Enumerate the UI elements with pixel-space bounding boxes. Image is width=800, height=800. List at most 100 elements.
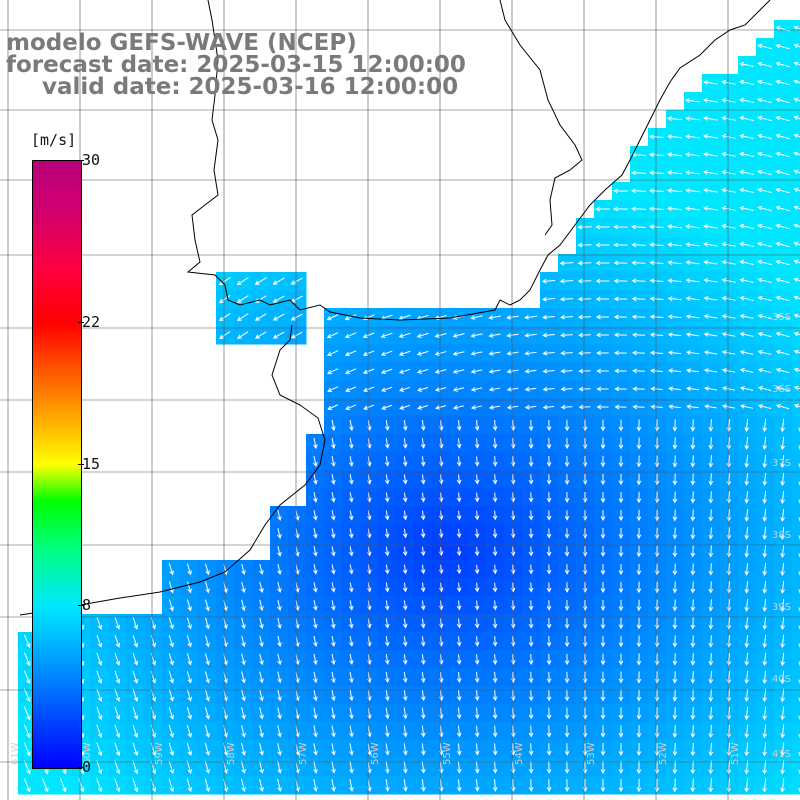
wind-arrow — [362, 332, 375, 339]
wind-arrow — [492, 528, 498, 539]
wind-arrow — [726, 563, 732, 576]
wind-arrow — [726, 688, 732, 703]
wind-arrow — [456, 671, 462, 684]
wind-arrow — [636, 527, 642, 540]
wind-arrow — [564, 582, 570, 593]
wind-arrow — [618, 725, 624, 738]
wind-arrow — [703, 98, 718, 103]
wind-arrow — [667, 242, 682, 247]
wind-arrow — [780, 472, 786, 487]
wind-arrow — [385, 743, 390, 756]
wind-arrow — [420, 456, 426, 467]
wind-arrow — [506, 368, 519, 374]
wind-arrow — [331, 761, 336, 774]
wind-arrow — [632, 404, 645, 410]
wind-arrow — [456, 419, 462, 431]
wind-arrow — [205, 563, 210, 576]
wind-arrow — [775, 133, 790, 140]
map-title: modelo GEFS-WAVE (NCEP) — [6, 30, 357, 56]
wind-arrow — [546, 653, 552, 666]
wind-arrow — [721, 386, 736, 391]
wind-arrow — [744, 617, 750, 630]
wind-arrow — [578, 404, 591, 410]
wind-arrow — [690, 509, 696, 522]
wind-arrow — [474, 600, 480, 611]
wind-arrow — [524, 314, 537, 320]
wind-arrow — [402, 671, 408, 684]
wind-arrow — [313, 600, 318, 611]
wind-arrow — [739, 169, 754, 175]
wind-arrow — [542, 350, 555, 356]
wind-arrow — [672, 455, 678, 468]
wind-arrow — [312, 510, 318, 521]
wind-arrow — [564, 778, 570, 793]
wind-arrow — [775, 277, 790, 284]
wind-arrow — [739, 151, 754, 157]
wind-arrow — [757, 43, 772, 50]
wind-arrow — [204, 725, 211, 738]
wind-arrow — [744, 635, 750, 648]
wind-arrow — [726, 635, 732, 648]
wind-arrow — [708, 437, 714, 450]
wind-arrow — [636, 563, 642, 576]
wind-arrow — [186, 563, 192, 576]
wind-arrow — [380, 332, 393, 339]
wind-arrow — [618, 527, 624, 540]
wind-arrow — [726, 724, 732, 739]
wind-arrow — [762, 760, 767, 775]
wind-arrow — [492, 456, 498, 467]
wind-arrow — [793, 187, 800, 193]
wind-arrow — [654, 509, 660, 522]
wind-arrow — [739, 205, 754, 211]
wind-arrow — [236, 331, 249, 339]
wind-speed-cell — [792, 380, 800, 399]
wind-arrow — [722, 404, 736, 409]
wind-arrow — [757, 223, 772, 230]
wind-arrow — [726, 527, 732, 540]
wind-arrow — [453, 405, 465, 410]
wind-arrow — [577, 260, 592, 266]
wind-arrow — [546, 779, 552, 792]
wind-arrow — [331, 419, 336, 432]
wind-arrow — [690, 563, 696, 576]
wind-arrow — [24, 634, 31, 649]
wind-arrow — [780, 526, 786, 541]
wind-arrow — [349, 761, 354, 774]
wind-arrow — [114, 760, 121, 775]
colorbar-tick-mark — [78, 321, 84, 323]
wind-arrow — [186, 778, 193, 793]
wind-arrow — [456, 636, 462, 647]
longitude-label: 58W — [226, 742, 237, 765]
wind-arrow — [96, 670, 103, 684]
wind-arrow — [775, 43, 790, 50]
wind-arrow — [685, 350, 700, 355]
wind-arrow — [762, 742, 768, 757]
wind-arrow — [739, 187, 754, 193]
wind-arrow — [690, 707, 696, 721]
wind-arrow — [780, 652, 785, 667]
wind-arrow — [564, 600, 570, 611]
wind-speed-cell — [792, 686, 800, 705]
wind-arrow — [744, 742, 750, 757]
wind-arrow — [721, 332, 736, 337]
wind-arrow — [798, 787, 800, 793]
wind-arrow — [96, 688, 103, 703]
wind-arrow — [726, 706, 732, 721]
wind-arrow — [259, 707, 264, 720]
wind-arrow — [331, 437, 336, 450]
wind-arrow — [96, 760, 103, 775]
wind-arrow — [762, 454, 768, 469]
wind-arrow — [363, 386, 375, 392]
wind-arrow — [456, 564, 462, 575]
wind-arrow — [384, 456, 390, 467]
wind-arrow — [78, 778, 85, 793]
wind-arrow — [762, 616, 768, 631]
wind-arrow — [793, 43, 800, 49]
wind-arrow — [168, 742, 175, 757]
wind-arrow — [313, 778, 318, 792]
wind-arrow — [492, 510, 498, 521]
wind-arrow — [23, 652, 31, 667]
wind-arrow — [721, 169, 736, 175]
wind-arrow — [672, 581, 678, 594]
wind-arrow — [708, 473, 714, 486]
